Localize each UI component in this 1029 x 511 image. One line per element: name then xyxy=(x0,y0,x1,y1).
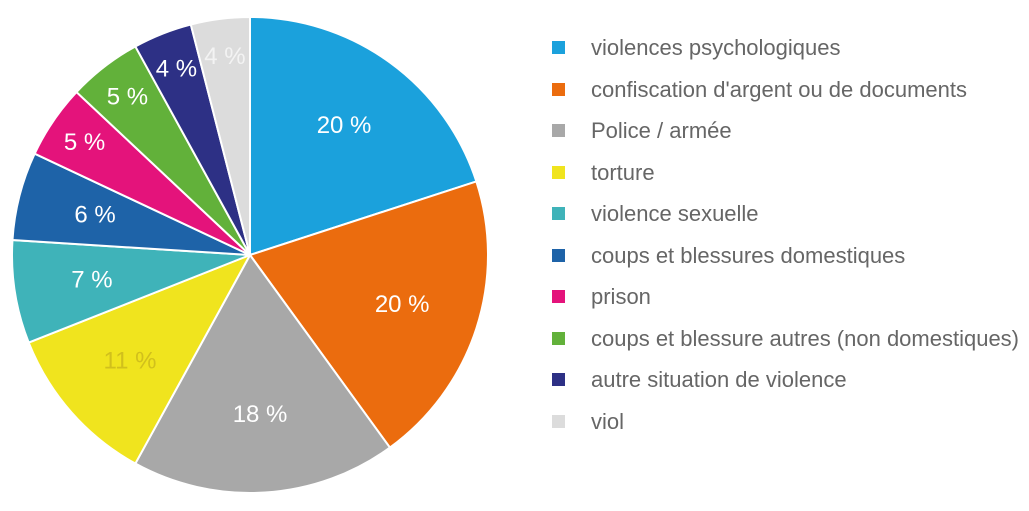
slice-value-label: 18 % xyxy=(233,401,288,428)
slice-value-label: 20 % xyxy=(317,112,372,139)
pie-slice xyxy=(189,15,251,256)
slice-value-label: 5 % xyxy=(107,83,148,110)
pie-slice xyxy=(248,180,489,449)
legend-swatch xyxy=(552,290,565,303)
slice-value-label: 20 % xyxy=(375,291,430,318)
legend-swatch xyxy=(552,82,565,96)
slice-value-label: 11 % xyxy=(104,347,157,374)
legend-item: prison xyxy=(552,276,1022,318)
slice-value-label: 7 % xyxy=(71,267,112,294)
legend-item: violence sexuelle xyxy=(552,193,1022,235)
legend-item: Police / armée xyxy=(552,110,1022,152)
legend-swatch xyxy=(552,248,565,262)
legend-label: torture xyxy=(591,159,655,185)
legend-swatch xyxy=(552,414,565,428)
legend-item: viol xyxy=(552,401,1022,443)
pie-slice xyxy=(27,253,253,465)
legend-item: confiscation d'argent ou de documents xyxy=(552,69,1022,111)
legend-item: coups et blessure autres (non domestique… xyxy=(552,318,1022,360)
legend-swatch xyxy=(552,373,565,386)
legend-swatch xyxy=(552,331,565,345)
legend-label: coups et blessure autres (non domestique… xyxy=(591,325,1020,351)
legend-swatch xyxy=(552,207,565,220)
legend-swatch xyxy=(552,41,565,54)
pie-slice xyxy=(11,238,251,344)
legend-label: prison xyxy=(591,284,651,309)
slice-value-label: 6 % xyxy=(74,202,115,229)
legend-label: violences psychologiques xyxy=(591,35,841,60)
legend-label: autre situation de violence xyxy=(591,367,847,392)
pie-slice xyxy=(249,15,478,257)
legend-item: coups et blessures domestiques xyxy=(552,235,1022,277)
legend-label: coups et blessures domestiques xyxy=(591,242,906,268)
legend-item: autre situation de violence xyxy=(552,359,1022,401)
legend-label: violence sexuelle xyxy=(591,201,759,226)
legend-item: violences psychologiques xyxy=(552,27,1022,69)
pie-chart: 20 % 20 % 18 % 11 % 7 % 6 % 5 %5 % 4 % 4 % xyxy=(11,15,489,494)
legend-label: viol xyxy=(591,408,625,434)
legend-swatch xyxy=(552,165,565,179)
legend-swatch xyxy=(552,124,565,137)
slice-value-label: 5 % xyxy=(64,129,105,156)
slice-value-label: 4 % xyxy=(156,56,197,83)
pie-slice xyxy=(133,253,392,494)
legend-label: confiscation d'argent ou de documents xyxy=(591,76,967,102)
slice-value-label: 4 % xyxy=(204,43,245,70)
legend: violences psychologiques confiscation d'a… xyxy=(552,27,1022,442)
legend-item: torture xyxy=(552,152,1022,194)
legend-label: Police / armée xyxy=(591,118,732,143)
